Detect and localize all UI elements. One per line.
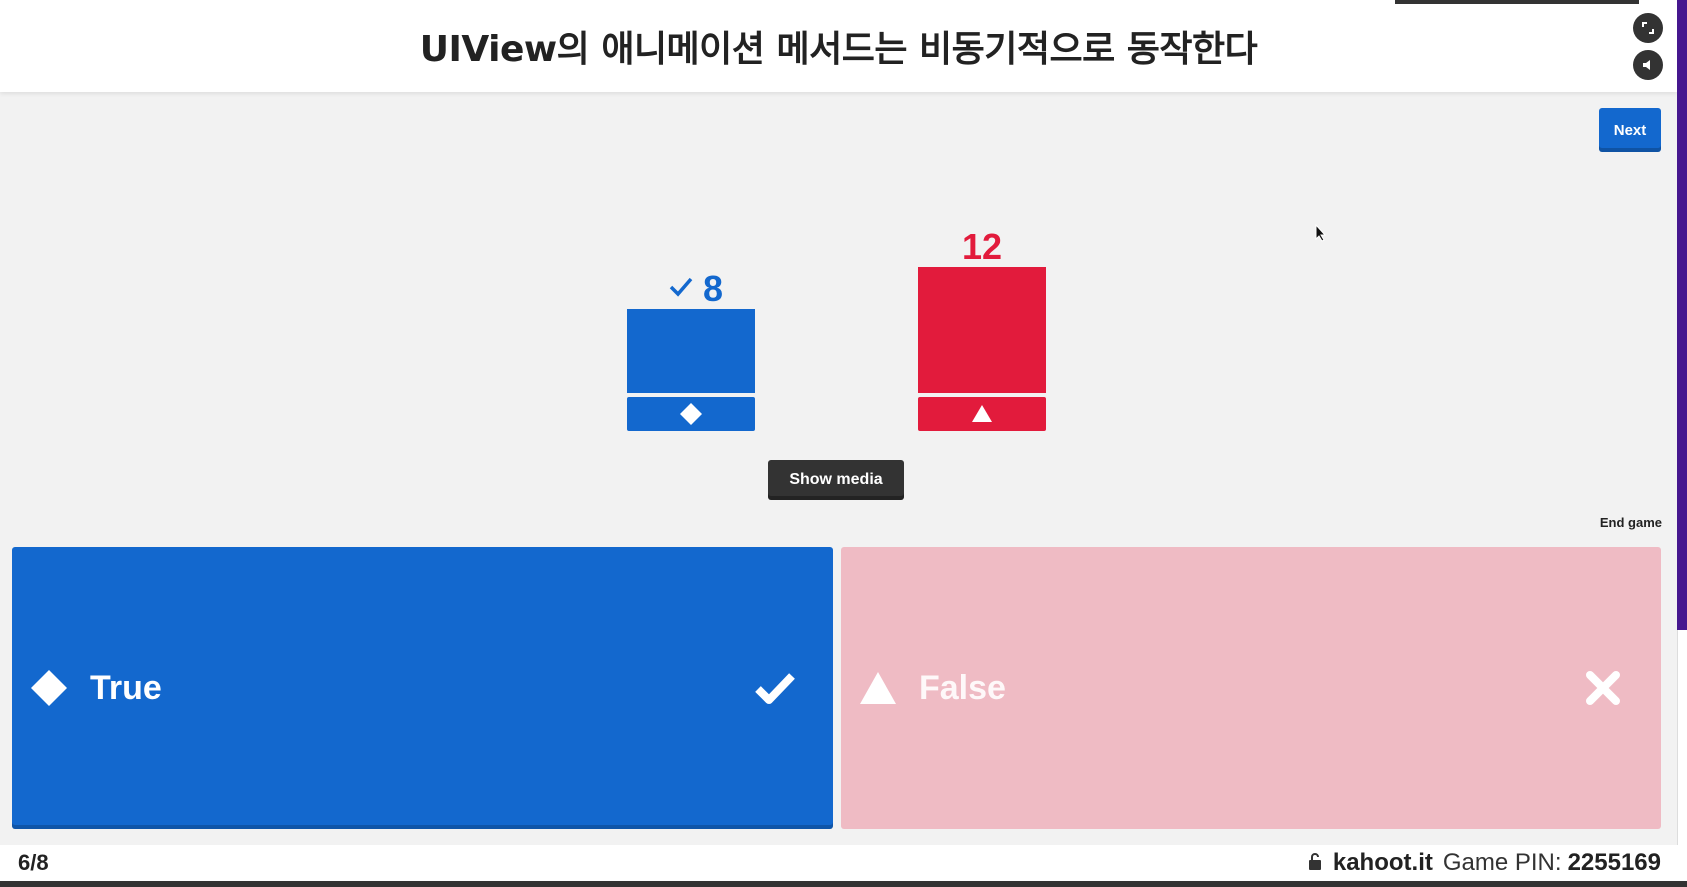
question-title: UIView의 애니메이션 메서드는 비동기적으로 동작한다	[419, 29, 1258, 70]
site-name: kahoot.it	[1332, 849, 1433, 876]
bottom-bar	[0, 881, 1687, 887]
triangle-icon	[972, 405, 992, 422]
next-button[interactable]: Next	[1599, 108, 1661, 152]
fullscreen-button[interactable]	[1633, 13, 1663, 43]
cross-icon	[1583, 668, 1623, 708]
checkmark-icon	[755, 668, 795, 708]
game-pin-info: kahoot.it Game PIN: 2255169	[1307, 845, 1661, 881]
diamond-icon	[680, 403, 702, 425]
window-edge-lower	[1677, 630, 1687, 887]
show-media-button[interactable]: Show media	[768, 460, 904, 500]
volume-button[interactable]	[1633, 50, 1663, 80]
question-header: UIView의 애니메이션 메서드는 비동기적으로 동작한다	[0, 0, 1677, 92]
pin-value: 2255169	[1567, 849, 1661, 876]
result-count-true: 8	[703, 268, 723, 309]
answer-false-label: False	[919, 668, 1006, 707]
triangle-icon	[855, 665, 901, 711]
answer-true: True	[12, 547, 833, 829]
mouse-cursor	[1315, 224, 1327, 242]
top-progress-bar	[1395, 0, 1639, 4]
end-game-link[interactable]: End game	[1599, 515, 1662, 530]
correct-check-icon	[669, 277, 693, 297]
result-bar-false	[918, 267, 1046, 393]
fullscreen-icon	[1642, 22, 1654, 34]
question-progress: 6/8	[18, 850, 49, 875]
footer: 6/8 kahoot.it Game PIN: 2255169	[0, 845, 1687, 881]
window-edge	[1677, 0, 1687, 630]
result-count-false: 12	[962, 226, 1002, 267]
result-bar-true	[627, 309, 755, 393]
diamond-icon	[26, 665, 72, 711]
lock-icon	[1307, 851, 1323, 876]
volume-icon	[1643, 60, 1650, 70]
pin-label: Game PIN:	[1442, 849, 1562, 876]
answer-true-label: True	[90, 668, 162, 707]
answer-false: False	[841, 547, 1661, 829]
